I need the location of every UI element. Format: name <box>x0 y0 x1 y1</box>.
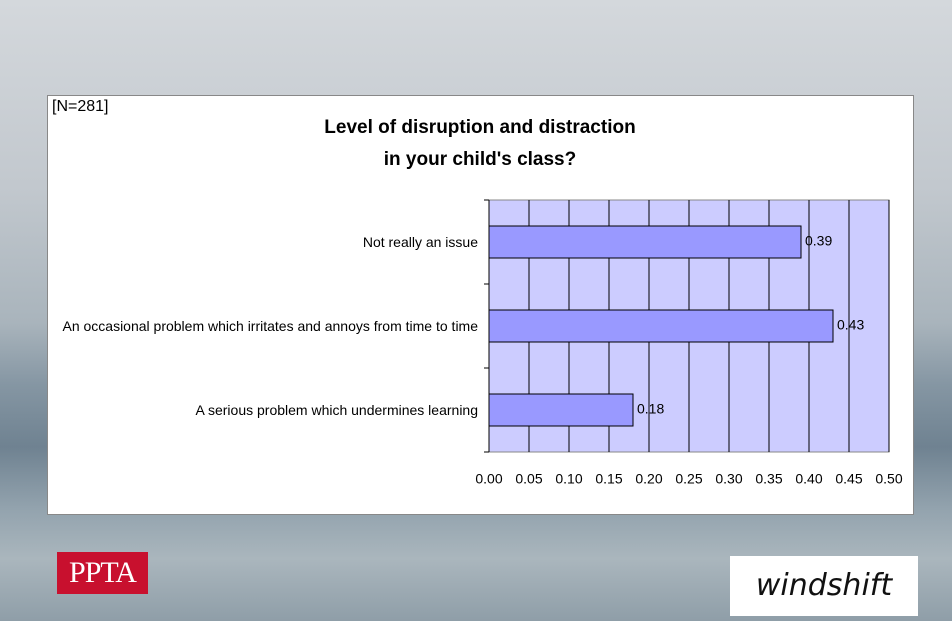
x-tick-label: 0.30 <box>715 471 742 487</box>
x-tick-label: 0.05 <box>515 471 542 487</box>
y-tick-label: An occasional problem which irritates an… <box>58 316 478 336</box>
x-tick-label: 0.25 <box>675 471 702 487</box>
slide: [N=281] Level of disruption and distract… <box>0 0 952 621</box>
x-tick-label: 0.45 <box>835 471 862 487</box>
x-tick-label: 0.00 <box>475 471 502 487</box>
x-tick-label: 0.50 <box>875 471 902 487</box>
annotation: [N=281] <box>52 98 108 115</box>
x-tick-label: 0.40 <box>795 471 822 487</box>
bar <box>489 226 801 258</box>
x-tick-label: 0.35 <box>755 471 782 487</box>
value-label: 0.18 <box>637 401 664 417</box>
x-tick-label: 0.15 <box>595 471 622 487</box>
bar <box>489 394 633 426</box>
x-tick-label: 0.10 <box>555 471 582 487</box>
y-tick-label: A serious problem which undermines learn… <box>58 400 478 420</box>
chart-title: Level of disruption and distraction <box>324 117 635 138</box>
bar <box>489 310 833 342</box>
chart-title: in your child's class? <box>384 149 576 170</box>
chart: [N=281] Level of disruption and distract… <box>0 0 952 621</box>
x-tick-label: 0.20 <box>635 471 662 487</box>
value-label: 0.39 <box>805 233 832 249</box>
value-label: 0.43 <box>837 317 864 333</box>
logo: PPTA <box>57 552 148 594</box>
logo: windshift <box>730 556 918 616</box>
y-tick-label: Not really an issue <box>58 232 478 252</box>
